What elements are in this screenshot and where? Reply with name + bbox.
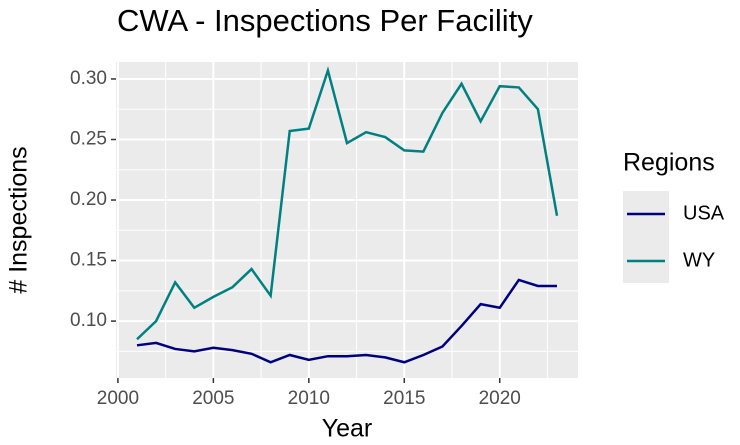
x-tick-label: 2020: [479, 388, 521, 409]
y-axis-label: # Inspections: [5, 146, 33, 293]
x-axis-label: Year: [322, 415, 373, 443]
plot-panel: [116, 62, 578, 378]
line: [136, 66, 559, 341]
legend-label: USA: [683, 202, 725, 224]
y-tick-label: 0.25: [70, 129, 107, 150]
chart-title: CWA - Inspections Per Facility: [117, 3, 533, 38]
line: [136, 278, 557, 364]
y-tick-label: 0.15: [70, 250, 107, 271]
x-tick-label: 2015: [383, 388, 425, 409]
x-tick-label: 2000: [97, 388, 139, 409]
y-tick-label: 0.20: [70, 189, 107, 210]
x-tick-label: 2010: [288, 388, 330, 409]
x-tick-label: 2005: [192, 388, 234, 409]
y-tick-label: 0.10: [70, 310, 107, 331]
legend-label: WY: [683, 249, 715, 271]
y-tick-label: 0.30: [70, 68, 107, 89]
legend-title: Regions: [623, 149, 715, 177]
legend-key-background: [623, 191, 669, 283]
